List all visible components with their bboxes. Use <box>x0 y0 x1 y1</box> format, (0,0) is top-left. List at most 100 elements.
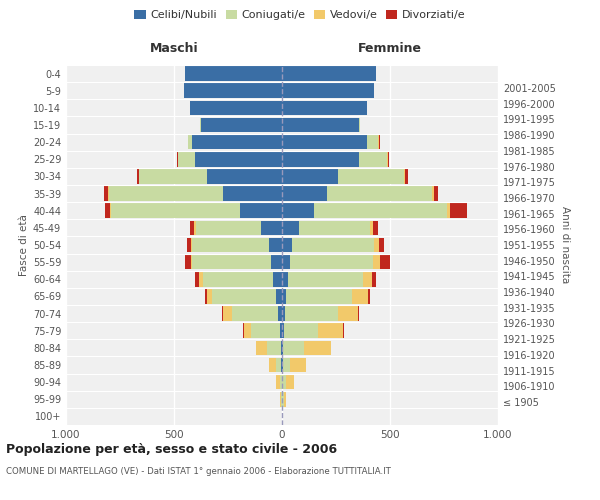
Bar <box>199 272 203 286</box>
Bar <box>284 324 318 338</box>
Bar <box>359 152 387 166</box>
Bar <box>290 358 306 372</box>
Bar <box>282 272 289 286</box>
Bar <box>187 238 191 252</box>
Bar <box>282 358 283 372</box>
Bar <box>177 152 178 166</box>
Bar <box>194 220 196 235</box>
Bar <box>282 392 284 406</box>
Bar <box>194 152 282 166</box>
Bar <box>232 306 278 321</box>
Bar <box>244 324 251 338</box>
Bar <box>212 289 276 304</box>
Bar <box>139 169 208 184</box>
Bar <box>282 238 292 252</box>
Bar <box>185 255 191 270</box>
Bar <box>190 100 282 115</box>
Bar <box>283 358 290 372</box>
Bar <box>269 358 276 372</box>
Bar <box>299 220 370 235</box>
Bar <box>271 255 282 270</box>
Bar <box>282 100 367 115</box>
Bar <box>137 169 139 184</box>
Bar <box>289 272 363 286</box>
Bar <box>286 375 295 390</box>
Bar <box>223 306 232 321</box>
Bar <box>280 375 282 390</box>
Bar <box>109 186 223 201</box>
Bar <box>282 152 359 166</box>
Bar <box>188 135 193 150</box>
Text: Femmine: Femmine <box>358 42 422 55</box>
Bar <box>314 204 448 218</box>
Bar <box>377 135 379 150</box>
Y-axis label: Anni di nascita: Anni di nascita <box>560 206 570 284</box>
Bar <box>281 340 282 355</box>
Bar <box>282 118 359 132</box>
Bar <box>285 306 338 321</box>
Bar <box>280 324 282 338</box>
Bar <box>191 238 192 252</box>
Bar <box>433 186 434 201</box>
Y-axis label: Fasce di età: Fasce di età <box>19 214 29 276</box>
Bar <box>256 340 267 355</box>
Bar <box>282 324 284 338</box>
Text: Popolazione per età, sesso e stato civile - 2006: Popolazione per età, sesso e stato civil… <box>6 442 337 456</box>
Bar <box>178 152 194 166</box>
Bar <box>282 84 374 98</box>
Bar <box>448 204 450 218</box>
Bar <box>208 289 212 304</box>
Bar <box>110 204 112 218</box>
Bar <box>203 272 273 286</box>
Bar <box>104 186 108 201</box>
Bar <box>242 324 244 338</box>
Bar <box>404 169 406 184</box>
Bar <box>338 306 358 321</box>
Bar <box>387 152 388 166</box>
Bar <box>286 289 352 304</box>
Bar <box>190 220 194 235</box>
Bar <box>267 340 281 355</box>
Bar <box>282 169 338 184</box>
Bar <box>352 289 368 304</box>
Bar <box>406 169 408 184</box>
Bar <box>192 255 271 270</box>
Bar <box>380 255 390 270</box>
Bar <box>373 255 380 270</box>
Bar <box>223 186 282 201</box>
Bar <box>363 272 372 286</box>
Bar <box>240 204 282 218</box>
Text: COMUNE DI MARTELLAGO (VE) - Dati ISTAT 1° gennaio 2006 - Elaborazione TUTTITALIA: COMUNE DI MARTELLAGO (VE) - Dati ISTAT 1… <box>6 468 391 476</box>
Bar <box>280 392 281 406</box>
Bar <box>283 340 304 355</box>
Bar <box>292 238 374 252</box>
Bar <box>278 306 282 321</box>
Bar <box>370 220 373 235</box>
Bar <box>379 238 383 252</box>
Legend: Celibi/Nubili, Coniugati/e, Vedovi/e, Divorziati/e: Celibi/Nubili, Coniugati/e, Vedovi/e, Di… <box>130 6 470 25</box>
Bar <box>282 220 299 235</box>
Bar <box>373 220 378 235</box>
Bar <box>372 272 376 286</box>
Bar <box>282 204 314 218</box>
Bar <box>112 204 240 218</box>
Bar <box>450 204 467 218</box>
Bar <box>327 186 433 201</box>
Bar <box>282 289 286 304</box>
Text: Maschi: Maschi <box>149 42 199 55</box>
Bar <box>251 324 280 338</box>
Bar <box>434 186 439 201</box>
Bar <box>318 324 343 338</box>
Bar <box>192 238 269 252</box>
Bar <box>269 238 282 252</box>
Bar <box>205 289 208 304</box>
Bar <box>304 340 331 355</box>
Bar <box>108 186 109 201</box>
Bar <box>367 135 377 150</box>
Bar <box>185 66 282 81</box>
Bar <box>379 135 380 150</box>
Bar <box>282 375 286 390</box>
Bar <box>282 255 290 270</box>
Bar <box>290 255 373 270</box>
Bar <box>284 392 286 406</box>
